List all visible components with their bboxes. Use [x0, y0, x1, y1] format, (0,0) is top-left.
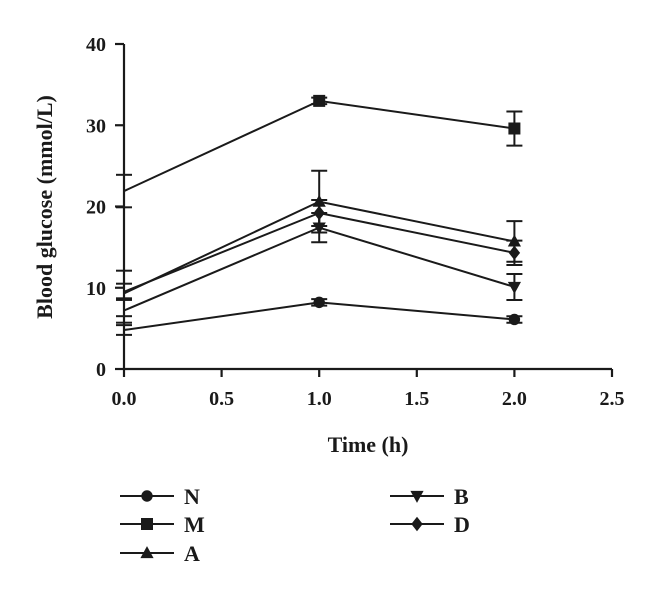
- x-tick-label: 1.0: [307, 388, 332, 410]
- x-tick-label: 0.0: [112, 388, 137, 410]
- triangle-down-marker: [410, 490, 424, 503]
- square-marker: [141, 518, 153, 530]
- square-marker: [313, 94, 326, 107]
- x-axis-title: Time (h): [328, 432, 409, 457]
- y-tick-label: 20: [86, 197, 106, 219]
- legend-item-N: N: [120, 484, 200, 509]
- legend-label: N: [184, 484, 200, 509]
- legend-label: D: [454, 512, 470, 537]
- legend-label: B: [454, 484, 469, 509]
- series-N: [116, 296, 523, 336]
- triangle-up-marker: [140, 546, 154, 559]
- legend-item-M: M: [120, 512, 205, 537]
- x-tick-label: 1.5: [404, 388, 429, 410]
- series-A: [116, 169, 523, 318]
- legend-item-A: A: [120, 541, 200, 566]
- diamond-marker: [508, 245, 521, 261]
- circle-marker: [141, 490, 153, 502]
- y-axis-title: Blood glucose (mmol/L): [32, 95, 57, 319]
- series-D: [116, 199, 523, 301]
- y-tick-label: 10: [86, 278, 106, 300]
- axis-ticks: 0.0 0.5 1.0 1.5 2.0 2.5 0 10 20 30 40: [86, 34, 625, 410]
- x-tick-label: 0.5: [209, 388, 234, 410]
- x-tick-label: 2.0: [502, 388, 527, 410]
- circle-marker: [508, 313, 521, 326]
- data-series: [116, 94, 523, 336]
- x-tick-label: 2.5: [600, 388, 625, 410]
- diamond-marker: [313, 205, 325, 221]
- diamond-marker: [411, 516, 423, 532]
- y-tick-label: 0: [96, 359, 106, 381]
- circle-marker: [313, 296, 325, 309]
- y-tick-label: 30: [86, 115, 106, 137]
- series-M: [116, 94, 523, 209]
- legend-label: A: [184, 541, 200, 566]
- legend-label: M: [184, 512, 205, 537]
- triangle-down-marker: [507, 281, 521, 294]
- legend-item-B: B: [390, 484, 469, 509]
- legend-item-D: D: [390, 512, 470, 537]
- legend: NMA BD: [120, 484, 470, 566]
- y-tick-label: 40: [86, 34, 106, 56]
- square-marker: [508, 122, 521, 135]
